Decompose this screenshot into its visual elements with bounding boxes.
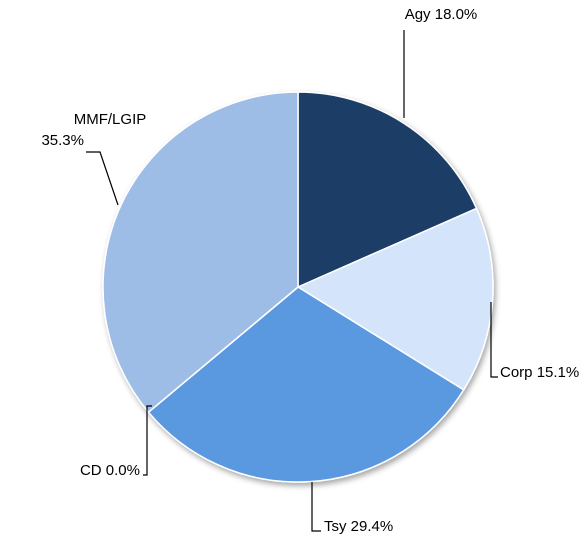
data-label: Tsy 29.4% bbox=[324, 518, 393, 535]
leader-line bbox=[311, 482, 321, 532]
pie-slice bbox=[296, 207, 494, 391]
data-label: CD 0.0% bbox=[80, 462, 140, 479]
data-label: Corp 15.1% bbox=[500, 364, 579, 381]
leader-line bbox=[490, 302, 498, 378]
value-label: 35.3% bbox=[41, 132, 84, 149]
category-label: Agy bbox=[405, 6, 431, 23]
data-label: MMF/LGIP 35.3% bbox=[41, 111, 146, 149]
labels: Agy 18.0% Corp 15.1% Tsy 29.4% CD 0.0% MMF/L… bbox=[41, 6, 579, 535]
leader-line bbox=[86, 151, 119, 206]
data-label: Agy 18.0% bbox=[405, 6, 478, 23]
value-label: 15.1% bbox=[537, 364, 580, 381]
leader-line bbox=[143, 405, 152, 476]
pie-slice bbox=[297, 91, 478, 289]
value-label: 18.0% bbox=[435, 6, 478, 23]
value-label: 0.0% bbox=[106, 462, 140, 479]
category-label: Corp bbox=[500, 364, 533, 381]
pie-slice bbox=[102, 91, 299, 414]
pie bbox=[102, 91, 494, 483]
category-label: MMF/LGIP bbox=[74, 111, 147, 128]
value-label: 29.4% bbox=[351, 518, 394, 535]
category-label: CD bbox=[80, 462, 102, 479]
category-label: Tsy bbox=[324, 518, 347, 535]
pie-slice bbox=[147, 286, 465, 483]
